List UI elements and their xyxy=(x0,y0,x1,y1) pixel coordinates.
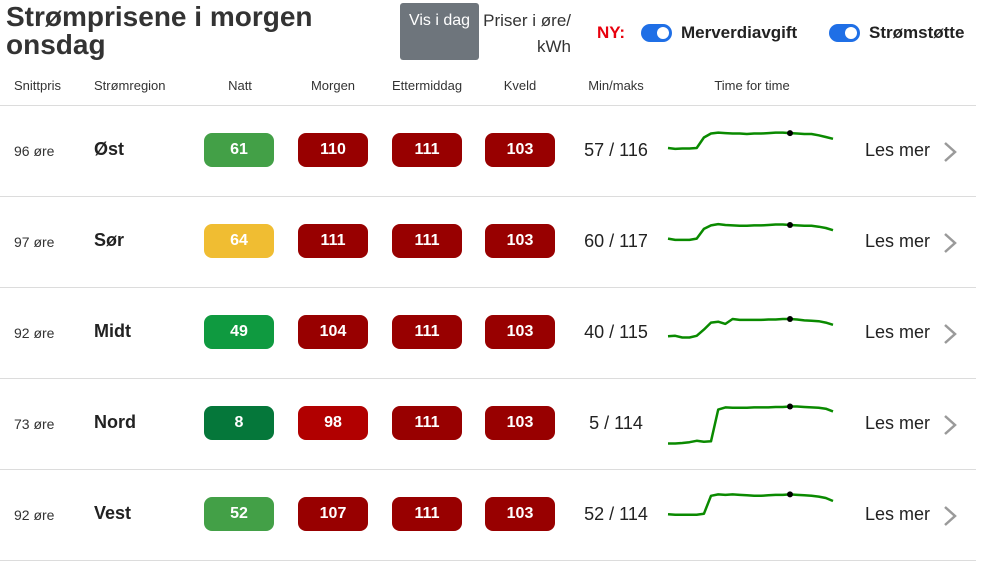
min-max-value: 57 / 116 xyxy=(584,140,648,160)
price-evening-badge: 103 xyxy=(485,133,555,167)
price-evening-badge: 103 xyxy=(485,315,555,349)
read-more-link[interactable]: Les mer xyxy=(865,140,931,160)
hourly-sparkline xyxy=(667,222,834,242)
price-morning-badge: 98 xyxy=(298,406,368,440)
read-more-link[interactable]: Les mer xyxy=(865,322,931,342)
chevron-right-icon[interactable] xyxy=(942,232,958,254)
vat-toggle[interactable] xyxy=(641,24,672,42)
min-max-value: 52 / 114 xyxy=(584,504,648,524)
region-name: Nord xyxy=(94,412,136,432)
read-more-link[interactable]: Les mer xyxy=(865,504,931,524)
toggle-knob xyxy=(657,27,669,39)
price-night-badge: 61 xyxy=(204,133,274,167)
price-afternoon-badge: 111 xyxy=(392,315,462,349)
region-row-2[interactable]: 97 øre Sør 64 111 111 103 60 / 117 Les mer xyxy=(0,197,976,288)
sparkline-path xyxy=(667,493,834,516)
price-night-badge: 64 xyxy=(204,224,274,258)
row-separator xyxy=(0,469,976,470)
col-header-avg: Snittpris xyxy=(14,78,61,93)
region-row-5[interactable]: 92 øre Vest 52 107 111 103 52 / 114 Les mer xyxy=(0,470,976,561)
page-title: Strømprisene i morgen onsdag xyxy=(6,1,313,60)
show-today-button[interactable]: Vis i dag xyxy=(400,3,479,60)
min-max-value: 60 / 117 xyxy=(584,231,648,251)
row-separator xyxy=(0,287,976,288)
hourly-sparkline xyxy=(667,130,834,151)
region-name: Øst xyxy=(94,139,125,159)
hourly-sparkline xyxy=(668,403,834,445)
read-more-link[interactable]: Les mer xyxy=(865,231,931,251)
min-max-value: 40 / 115 xyxy=(584,322,648,342)
row-separator xyxy=(0,105,976,106)
price-evening-badge: 103 xyxy=(485,406,555,440)
col-header-region: Strømregion xyxy=(94,78,166,93)
min-max-value: 5 / 114 xyxy=(589,413,643,433)
hourly-sparkline xyxy=(667,491,834,516)
current-hour-marker xyxy=(787,130,793,137)
sparkline-path xyxy=(667,222,834,242)
avg-price: 73 øre xyxy=(14,416,55,432)
price-afternoon-badge: 111 xyxy=(392,224,462,258)
vat-toggle-label: Merverdiavgift xyxy=(681,23,798,42)
avg-price: 92 øre xyxy=(14,507,55,523)
support-toggle[interactable] xyxy=(829,24,860,42)
price-evening-badge: 103 xyxy=(485,497,555,531)
price-morning-badge: 110 xyxy=(298,133,368,167)
col-header-minmax: Min/maks xyxy=(588,78,644,93)
row-separator xyxy=(0,196,976,197)
row-separator xyxy=(0,378,976,379)
hourly-sparkline xyxy=(667,316,834,339)
price-morning-badge: 107 xyxy=(298,497,368,531)
col-header-afternoon: Ettermiddag xyxy=(391,78,463,93)
col-header-hourly: Time for time xyxy=(714,78,790,93)
region-name: Sør xyxy=(94,230,125,250)
price-evening-badge: 103 xyxy=(485,224,555,258)
row-separator xyxy=(0,560,976,561)
chevron-right-icon[interactable] xyxy=(942,323,958,345)
price-night-badge: 49 xyxy=(204,315,274,349)
avg-price: 96 øre xyxy=(14,143,55,159)
price-afternoon-badge: 111 xyxy=(392,406,462,440)
region-row-1[interactable]: 96 øre Øst 61 110 111 103 57 / 116 Les mer xyxy=(0,106,976,197)
sparkline-path xyxy=(668,405,834,445)
units-label: Priser i øre/ kWh xyxy=(483,11,571,56)
current-hour-marker xyxy=(787,403,793,410)
current-hour-marker xyxy=(787,316,793,322)
price-afternoon-badge: 111 xyxy=(392,497,462,531)
region-name: Vest xyxy=(94,503,132,523)
new-label: NY: xyxy=(597,23,626,42)
current-hour-marker xyxy=(787,491,793,498)
price-morning-badge: 111 xyxy=(298,224,368,258)
avg-price: 92 øre xyxy=(14,325,55,341)
avg-price: 97 øre xyxy=(14,234,55,250)
chevron-right-icon[interactable] xyxy=(942,141,958,163)
price-morning-badge: 104 xyxy=(298,315,368,349)
chevron-right-icon[interactable] xyxy=(942,414,958,436)
toggle-knob xyxy=(845,27,857,39)
price-afternoon-badge: 111 xyxy=(392,133,462,167)
region-row-3[interactable]: 92 øre Midt 49 104 111 103 40 / 115 Les mer xyxy=(0,288,976,379)
region-row-4[interactable]: 73 øre Nord 8 98 111 103 5 / 114 Les mer xyxy=(0,379,976,470)
current-hour-marker xyxy=(787,222,793,228)
col-header-morning: Morgen xyxy=(310,78,356,93)
sparkline-path xyxy=(667,317,834,339)
region-name: Midt xyxy=(94,321,131,341)
support-toggle-label: Strømstøtte xyxy=(869,23,965,42)
chevron-right-icon[interactable] xyxy=(942,505,958,527)
col-header-evening: Kveld xyxy=(503,78,537,93)
col-header-night: Natt xyxy=(228,78,252,93)
sparkline-path xyxy=(667,131,834,151)
read-more-link[interactable]: Les mer xyxy=(865,413,931,433)
price-night-badge: 8 xyxy=(204,406,274,440)
price-night-badge: 52 xyxy=(204,497,274,531)
